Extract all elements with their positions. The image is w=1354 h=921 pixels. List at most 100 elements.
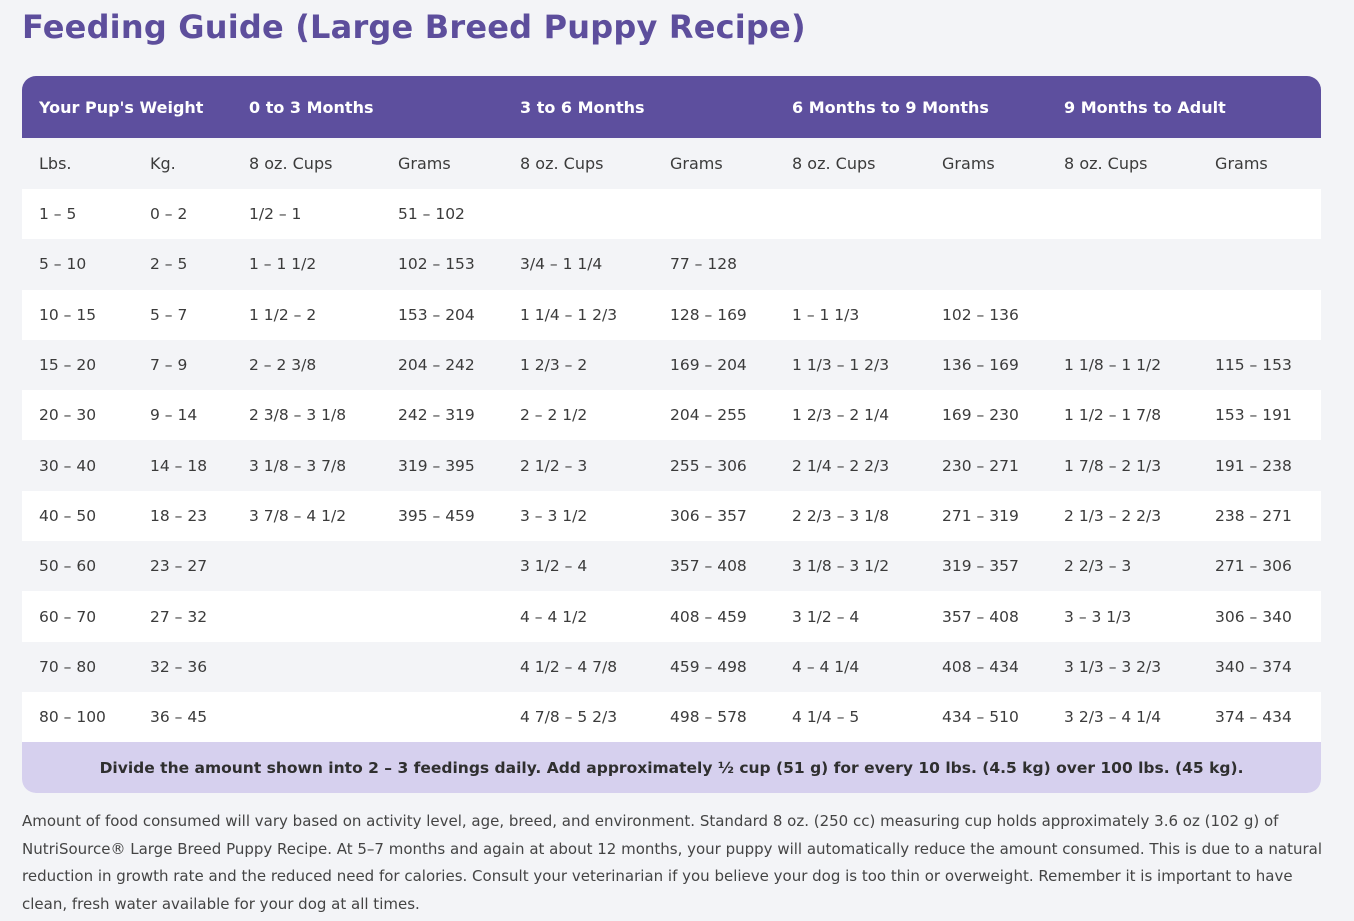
cell-grams-6-9: 408 – 434 — [925, 641, 1048, 692]
cell-grams-6-9 — [925, 239, 1048, 290]
sub-header-row: Lbs. Kg. 8 oz. Cups Grams 8 oz. Cups Gra… — [22, 138, 1321, 189]
cell-lbs: 40 – 50 — [22, 490, 133, 542]
cell-grams-0-3: 242 – 319 — [381, 390, 504, 441]
cell-cups-6-9: 1 2/3 – 2 1/4 — [775, 390, 926, 441]
feeding-guide-table-container: Your Pup's Weight 0 to 3 Months 3 to 6 M… — [22, 76, 1321, 794]
subheader-grams: Grams — [925, 138, 1048, 189]
cell-kg: 14 – 18 — [133, 440, 232, 491]
cell-grams-6-9: 319 – 357 — [925, 541, 1048, 592]
cell-grams-9-adult: 191 – 238 — [1198, 440, 1321, 491]
table-row: 60 – 70 27 – 32 4 – 4 1/2 408 – 459 3 1/2 – … — [22, 591, 1321, 642]
cell-cups-3-6: 2 – 2 1/2 — [503, 390, 654, 441]
table-row: 20 – 30 9 – 14 2 3/8 – 3 1/8 242 – 319 2 – 2… — [22, 390, 1321, 441]
cell-cups-0-3: 1 1/2 – 2 — [232, 289, 381, 340]
cell-kg: 7 – 9 — [133, 339, 232, 391]
cell-grams-3-6 — [653, 189, 776, 240]
cell-kg: 0 – 2 — [133, 189, 232, 240]
cell-grams-9-adult: 115 – 153 — [1198, 339, 1321, 391]
cell-cups-6-9: 4 1/4 – 5 — [775, 691, 926, 743]
feeding-guide-table: Your Pup's Weight 0 to 3 Months 3 to 6 M… — [22, 76, 1321, 794]
cell-cups-0-3: 2 – 2 3/8 — [232, 339, 381, 391]
cell-grams-3-6: 204 – 255 — [653, 390, 776, 441]
group-header-row: Your Pup's Weight 0 to 3 Months 3 to 6 M… — [22, 76, 1321, 138]
cell-cups-6-9: 4 – 4 1/4 — [775, 641, 926, 692]
cell-grams-9-adult — [1198, 239, 1321, 290]
cell-cups-6-9: 1 1/3 – 1 2/3 — [775, 339, 926, 391]
cell-grams-0-3: 51 – 102 — [381, 189, 504, 240]
cell-grams-0-3: 153 – 204 — [381, 289, 504, 340]
cell-grams-3-6: 357 – 408 — [653, 541, 776, 592]
header-9-months-to-adult: 9 Months to Adult — [1047, 76, 1321, 138]
subheader-cups: 8 oz. Cups — [1047, 138, 1199, 189]
cell-lbs: 60 – 70 — [22, 591, 133, 642]
cell-cups-3-6: 2 1/2 – 3 — [503, 440, 654, 491]
cell-grams-6-9: 271 – 319 — [925, 490, 1048, 542]
table-row: 40 – 50 18 – 23 3 7/8 – 4 1/2 395 – 459 3 – … — [22, 490, 1321, 542]
cell-grams-6-9: 136 – 169 — [925, 339, 1048, 391]
cell-kg: 23 – 27 — [133, 541, 232, 592]
cell-cups-0-3 — [232, 541, 381, 592]
cell-cups-0-3: 3 7/8 – 4 1/2 — [232, 490, 381, 542]
table-row: 50 – 60 23 – 27 3 1/2 – 4 357 – 408 3 1/8 – … — [22, 541, 1321, 592]
cell-cups-9-adult: 3 2/3 – 4 1/4 — [1047, 691, 1199, 743]
cell-grams-0-3: 204 – 242 — [381, 339, 504, 391]
cell-cups-6-9: 3 1/2 – 4 — [775, 591, 926, 642]
cell-grams-9-adult — [1198, 189, 1321, 240]
cell-cups-3-6: 1 2/3 – 2 — [503, 339, 654, 391]
cell-grams-3-6: 498 – 578 — [653, 691, 776, 743]
cell-grams-0-3 — [381, 641, 504, 692]
header-0-to-3-months: 0 to 3 Months — [232, 76, 504, 138]
cell-grams-0-3: 102 – 153 — [381, 239, 504, 290]
cell-cups-3-6: 4 1/2 – 4 7/8 — [503, 641, 654, 692]
cell-grams-3-6: 306 – 357 — [653, 490, 776, 542]
cell-cups-6-9: 3 1/8 – 3 1/2 — [775, 541, 926, 592]
cell-cups-9-adult: 2 2/3 – 3 — [1047, 541, 1199, 592]
footer-row: Divide the amount shown into 2 – 3 feedi… — [22, 742, 1321, 794]
header-weight: Your Pup's Weight — [22, 76, 232, 138]
cell-grams-9-adult: 340 – 374 — [1198, 641, 1321, 692]
cell-cups-3-6 — [503, 189, 654, 240]
header-6-to-9-months: 6 Months to 9 Months — [775, 76, 1048, 138]
page-title: Feeding Guide (Large Breed Puppy Recipe) — [22, 8, 806, 46]
cell-cups-6-9 — [775, 239, 926, 290]
cell-cups-3-6: 1 1/4 – 1 2/3 — [503, 289, 654, 340]
cell-lbs: 70 – 80 — [22, 641, 133, 692]
cell-lbs: 15 – 20 — [22, 339, 133, 391]
subheader-cups: 8 oz. Cups — [775, 138, 926, 189]
cell-grams-6-9 — [925, 189, 1048, 240]
cell-cups-0-3: 2 3/8 – 3 1/8 — [232, 390, 381, 441]
cell-cups-0-3: 1/2 – 1 — [232, 189, 381, 240]
subheader-grams: Grams — [653, 138, 776, 189]
cell-grams-9-adult: 271 – 306 — [1198, 541, 1321, 592]
cell-kg: 32 – 36 — [133, 641, 232, 692]
cell-grams-9-adult: 306 – 340 — [1198, 591, 1321, 642]
cell-cups-0-3 — [232, 591, 381, 642]
cell-grams-0-3: 319 – 395 — [381, 440, 504, 491]
cell-grams-3-6: 77 – 128 — [653, 239, 776, 290]
cell-kg: 18 – 23 — [133, 490, 232, 542]
cell-grams-3-6: 128 – 169 — [653, 289, 776, 340]
cell-grams-6-9: 357 – 408 — [925, 591, 1048, 642]
cell-cups-0-3: 3 1/8 – 3 7/8 — [232, 440, 381, 491]
header-3-to-6-months: 3 to 6 Months — [503, 76, 776, 138]
table-row: 70 – 80 32 – 36 4 1/2 – 4 7/8 459 – 498 4 – … — [22, 641, 1321, 692]
cell-grams-3-6: 255 – 306 — [653, 440, 776, 491]
cell-lbs: 80 – 100 — [22, 691, 133, 743]
cell-cups-9-adult: 2 1/3 – 2 2/3 — [1047, 490, 1199, 542]
cell-grams-0-3 — [381, 691, 504, 743]
cell-cups-9-adult — [1047, 189, 1199, 240]
cell-lbs: 5 – 10 — [22, 239, 133, 290]
cell-lbs: 20 – 30 — [22, 390, 133, 441]
feeding-note-paragraph: Amount of food consumed will vary based … — [22, 812, 1323, 913]
cell-cups-0-3 — [232, 691, 381, 743]
cell-kg: 2 – 5 — [133, 239, 232, 290]
cell-cups-6-9: 1 – 1 1/3 — [775, 289, 926, 340]
cell-grams-3-6: 408 – 459 — [653, 591, 776, 642]
cell-cups-3-6: 4 7/8 – 5 2/3 — [503, 691, 654, 743]
cell-cups-3-6: 3 – 3 1/2 — [503, 490, 654, 542]
cell-cups-6-9 — [775, 189, 926, 240]
cell-lbs: 50 – 60 — [22, 541, 133, 592]
cell-cups-0-3: 1 – 1 1/2 — [232, 239, 381, 290]
